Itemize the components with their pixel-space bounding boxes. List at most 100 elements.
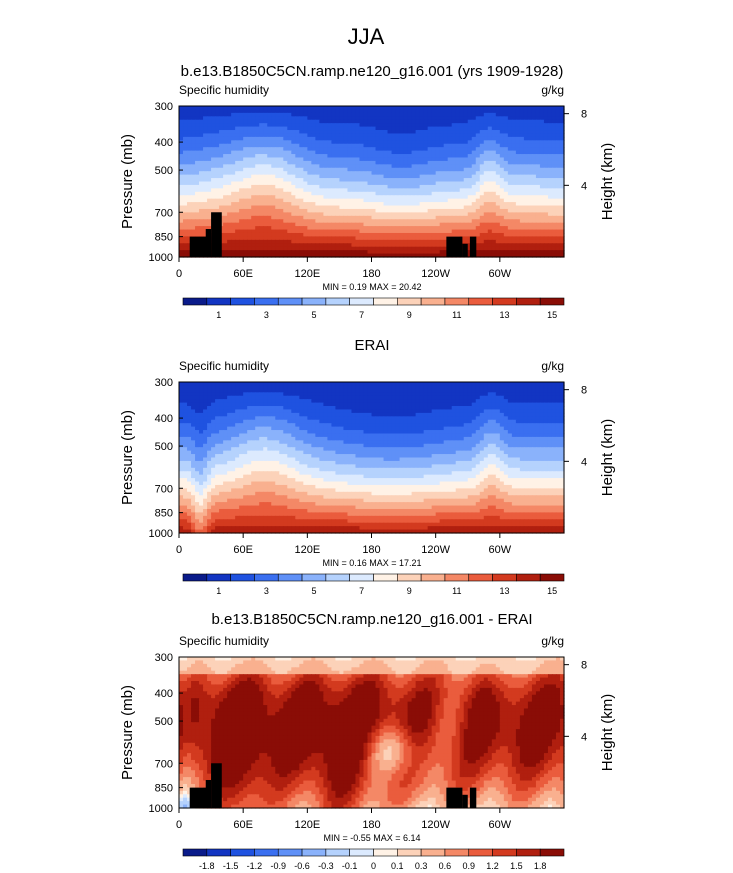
field-cell [179,174,184,179]
field-cell [479,181,485,186]
field-cell [395,157,401,162]
field-cell [379,215,385,220]
field-cell [555,212,561,217]
field-cell [291,399,296,404]
field-cell [251,219,256,224]
field-cell [463,215,469,220]
field-cell [295,150,300,155]
field-cell [263,167,268,172]
field-cell [395,130,401,135]
field-cell [363,243,369,248]
field-cell [247,239,252,244]
field-cell [411,174,417,179]
field-cell [383,395,389,400]
field-cell [503,382,509,387]
field-cell [515,130,521,135]
field-cell [179,112,184,117]
field-cell [459,208,465,213]
field-cell [287,395,292,400]
field-cell [199,150,204,155]
field-cell [531,181,537,186]
field-cell [239,395,244,400]
field-cell [351,112,357,117]
field-cell [491,164,497,169]
field-cell [539,147,545,152]
field-cell [311,178,316,183]
field-cell [399,188,405,193]
field-cell [515,119,521,124]
field-cell [331,164,337,169]
field-cell [523,116,529,121]
field-cell [379,208,385,213]
field-cell [215,406,220,411]
field-cell [395,215,401,220]
field-cell [243,239,248,244]
field-cell [247,143,252,148]
field-cell [543,164,549,169]
field-cell [403,229,409,234]
field-cell [427,126,433,131]
field-cell [411,202,417,207]
field-cell [231,395,236,400]
field-cell [267,178,272,183]
field-cell [351,184,357,189]
field-cell [555,392,561,397]
field-cell [491,126,497,131]
field-cell [403,164,409,169]
field-cell [247,219,252,224]
field-cell [515,191,521,196]
field-cell [263,181,268,186]
field-cell [363,246,369,251]
field-cell [427,222,433,227]
x-tick-label: 60E [233,268,253,280]
field-cell [287,402,292,407]
field-cell [247,198,252,203]
field-cell [179,157,184,162]
field-cell [247,112,252,117]
field-cell [239,239,244,244]
field-cell [323,399,328,404]
field-cell [419,239,425,244]
field-cell [379,181,385,186]
field-cell [331,246,337,251]
field-cell [395,212,401,217]
field-cell [271,392,276,397]
panel-model: b.e13.B1850C5CN.ramp.ne120_g16.001 (yrs … [119,63,616,320]
field-cell [431,208,437,213]
field-cell [523,136,529,141]
field-cell [451,212,457,217]
field-cell [363,399,369,404]
field-cell [319,382,324,387]
field-cell [275,157,280,162]
field-cell [419,112,425,117]
field-cell [399,106,405,111]
field-cell [187,395,192,400]
field-cell [523,232,529,238]
field-cell [427,226,433,231]
field-cell [355,143,361,148]
field-cell [423,123,429,128]
field-cell [215,392,220,397]
field-cell [199,181,204,186]
field-cell [299,382,304,387]
field-cell [487,250,493,255]
field-cell [431,253,437,258]
field-cell [483,181,489,186]
field-cell [479,178,485,183]
field-cell [347,154,353,159]
field-cell [295,126,300,131]
field-cell [271,112,276,117]
field-cell [359,123,365,128]
field-cell [403,399,409,404]
field-cell [371,402,377,407]
field-cell [547,140,553,145]
field-cell [363,402,369,407]
field-cell [203,208,208,213]
field-cell [275,136,280,141]
field-cell [223,232,228,238]
field-cell [551,106,557,111]
field-cell [523,106,529,111]
field-cell [327,219,332,224]
field-cell [291,150,296,155]
field-cell [347,140,353,145]
